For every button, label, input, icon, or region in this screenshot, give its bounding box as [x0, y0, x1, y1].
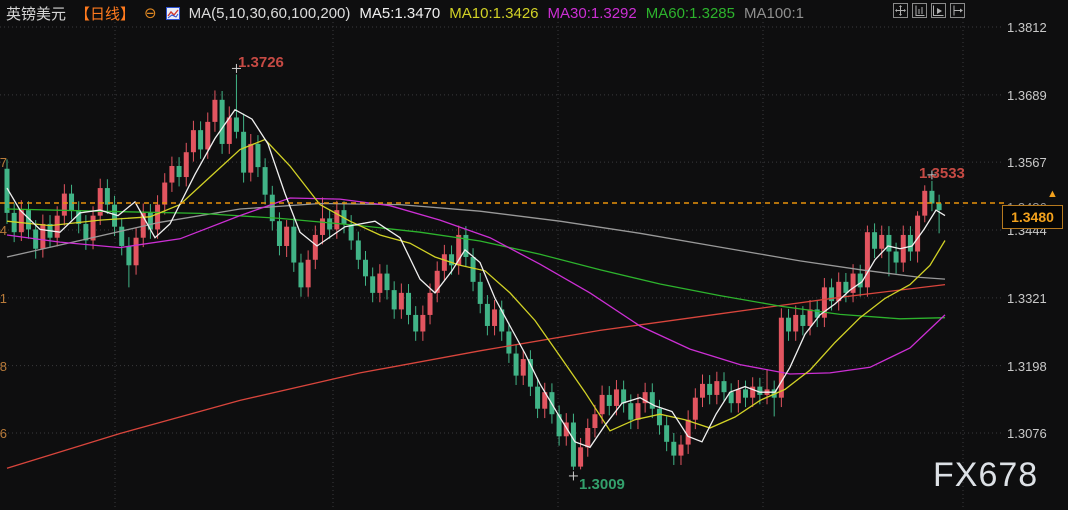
ma30-value: MA30:1.3292 [547, 5, 637, 22]
price-annotation: 1.3533 [919, 165, 965, 182]
chart-toolbar [893, 3, 965, 18]
y-axis-tick-label-clipped: 1.3198 [0, 358, 7, 374]
y-axis-tick-label-clipped: 1.3076 [0, 425, 7, 441]
y-axis-tick-label: 1.3567 [1007, 155, 1047, 171]
y-axis-tick-label: 1.3812 [1007, 20, 1047, 35]
scroll-to-recent-icon[interactable] [931, 3, 946, 18]
price-up-arrow-icon: ▲ [1047, 188, 1058, 200]
price-annotation: 1.3009 [579, 476, 625, 493]
symbol-name: 英镑美元 [6, 6, 67, 23]
crosshair-pan-icon[interactable] [893, 3, 908, 18]
y-axis-tick-label: 1.3198 [1007, 358, 1047, 374]
chart-header: 英镑美元 【日线】 ⊖ MA(5,10,30,60,100,200) MA5:1… [6, 3, 804, 24]
exit-fullscreen-icon[interactable] [950, 3, 965, 18]
price-annotation: 1.3726 [238, 54, 284, 71]
ma60-value: MA60:1.3285 [645, 5, 735, 22]
y-axis-tick-label: 1.3321 [1007, 290, 1047, 306]
indicator-chart-icon[interactable] [165, 7, 180, 20]
ma-group-label: MA(5,10,30,60,100,200) [188, 5, 351, 22]
y-axis-tick-label-clipped: 1.3444 [0, 222, 7, 238]
y-axis-tick-label-clipped: 1.3321 [0, 290, 7, 306]
last-price-tag: 1.3480 [1002, 205, 1063, 229]
ma100-value-truncated: MA100:1 [743, 5, 805, 22]
collapse-indicator-icon[interactable]: ⊖ [144, 5, 157, 22]
ma5-value: MA5:1.3470 [359, 5, 441, 22]
ma10-value: MA10:1.3426 [449, 5, 539, 22]
price-scale-left-icon[interactable] [912, 3, 927, 18]
y-axis-tick-label: 1.3076 [1007, 425, 1047, 441]
y-axis-tick-label: 1.3689 [1007, 87, 1047, 103]
y-axis-tick-label-clipped: 1.3567 [0, 155, 7, 171]
fx678-watermark: FX678 [933, 456, 1039, 494]
period-selector[interactable]: 【日线】 [75, 6, 136, 23]
